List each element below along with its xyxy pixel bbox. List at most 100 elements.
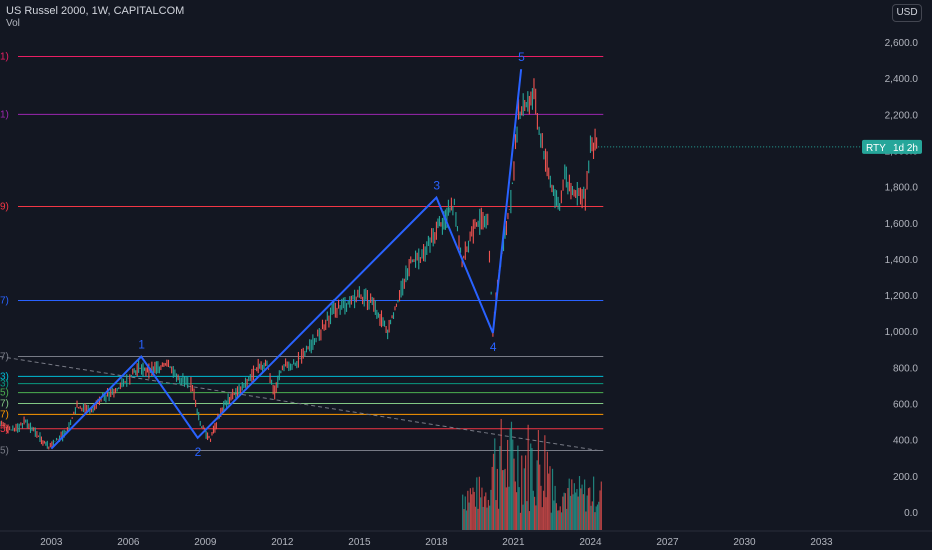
volume-bar bbox=[540, 485, 542, 530]
volume-bar bbox=[482, 506, 484, 530]
last-price-badge-bg bbox=[862, 139, 922, 154]
x-tick-label: 2018 bbox=[425, 537, 448, 548]
volume-bar bbox=[536, 460, 538, 530]
fib-level-label: 3) bbox=[0, 371, 9, 382]
volume-bar bbox=[510, 421, 513, 530]
volume-bar bbox=[532, 490, 534, 530]
y-tick-label: 800.0 bbox=[893, 363, 918, 374]
volume-bar bbox=[530, 443, 532, 530]
volume-bar bbox=[499, 446, 501, 530]
volume-bar bbox=[550, 512, 552, 530]
volume-bar bbox=[478, 476, 480, 530]
volume-bars bbox=[462, 418, 602, 530]
volume-bar bbox=[593, 476, 595, 530]
volume-bar bbox=[585, 511, 587, 530]
volume-bar bbox=[487, 499, 489, 530]
volume-bar bbox=[527, 424, 529, 530]
volume-bar bbox=[575, 492, 577, 530]
y-tick-label: 1,600.0 bbox=[885, 219, 919, 230]
y-tick-label: 2,400.0 bbox=[885, 74, 919, 85]
volume-bar bbox=[594, 512, 596, 530]
volume-bar bbox=[496, 468, 498, 530]
x-tick-label: 2030 bbox=[733, 537, 756, 548]
wave-label: 2 bbox=[195, 445, 202, 459]
volume-bar bbox=[577, 496, 579, 530]
currency-button[interactable]: USD bbox=[892, 4, 922, 22]
volume-bar bbox=[566, 508, 568, 530]
volume-bar bbox=[489, 505, 491, 530]
volume-bar bbox=[517, 445, 519, 530]
x-tick-label: 2015 bbox=[348, 537, 371, 548]
volume-bar bbox=[513, 458, 515, 530]
x-tick-label: 2009 bbox=[194, 537, 217, 548]
volume-bar bbox=[477, 508, 479, 530]
volume-bar bbox=[531, 448, 533, 530]
volume-bar bbox=[494, 438, 496, 530]
volume-bar bbox=[586, 495, 588, 530]
volume-bar bbox=[589, 487, 591, 530]
volume-bar bbox=[467, 490, 469, 530]
volume-bar bbox=[501, 470, 504, 530]
volume-bar bbox=[507, 439, 509, 530]
trendline bbox=[0, 356, 599, 451]
fib-level-label: 5) bbox=[0, 424, 9, 435]
fib-levels: 1)1)9)7)7)3)3)5)7)7)5)5) bbox=[0, 52, 604, 456]
volume-bar bbox=[473, 491, 475, 530]
volume-bar bbox=[562, 496, 564, 530]
volume-bar bbox=[472, 487, 474, 530]
wave-label: 5 bbox=[518, 50, 525, 64]
volume-bar bbox=[600, 481, 602, 530]
fib-level-label: 3) bbox=[0, 379, 9, 390]
volume-bar bbox=[564, 493, 566, 530]
volume-bar bbox=[557, 510, 559, 530]
fib-level-label: 7) bbox=[0, 409, 9, 420]
volume-bar bbox=[486, 507, 488, 530]
x-tick-label: 2033 bbox=[810, 537, 833, 548]
y-tick-label: 1,200.0 bbox=[885, 291, 919, 302]
volume-bar bbox=[549, 466, 551, 530]
volume-bar bbox=[481, 487, 483, 530]
volume-bar bbox=[516, 492, 518, 530]
volume-bar bbox=[548, 473, 550, 530]
volume-bar bbox=[563, 492, 565, 530]
volume-bar bbox=[514, 481, 516, 530]
fib-level-label: 1) bbox=[0, 52, 9, 63]
volume-bar bbox=[572, 494, 574, 530]
volume-bar bbox=[523, 468, 525, 530]
x-tick-label: 2024 bbox=[579, 537, 602, 548]
y-tick-label: 0.0 bbox=[904, 508, 918, 519]
volume-bar bbox=[542, 490, 545, 530]
volume-bar bbox=[524, 455, 527, 530]
volume-bar bbox=[509, 428, 511, 530]
volume-bar bbox=[533, 496, 536, 530]
volume-bar bbox=[522, 504, 524, 530]
y-tick-label: 2,200.0 bbox=[885, 110, 919, 121]
volume-bar bbox=[590, 505, 592, 530]
volume-bar bbox=[521, 455, 523, 530]
volume-bar bbox=[526, 501, 528, 530]
volume-bar bbox=[476, 477, 478, 530]
y-tick-label: 1,000.0 bbox=[885, 327, 919, 338]
volume-bar bbox=[595, 506, 597, 530]
fib-level-label: 7) bbox=[0, 295, 9, 306]
x-axis: 2003 2006 2009 2012 2015 2018 2021 2024 2027 2030… bbox=[0, 530, 932, 548]
volume-bar bbox=[581, 484, 583, 530]
volume-bar bbox=[535, 505, 537, 530]
x-tick-label: 2012 bbox=[271, 537, 294, 548]
volume-bar bbox=[569, 495, 572, 530]
volume-bar bbox=[519, 512, 522, 530]
fib-level-label: 1) bbox=[0, 109, 9, 120]
volume-bar bbox=[505, 487, 507, 530]
y-tick-label: 400.0 bbox=[893, 436, 918, 447]
volume-bar bbox=[500, 418, 502, 530]
volume-bar bbox=[492, 453, 495, 530]
volume-bar bbox=[465, 510, 468, 530]
volume-bar bbox=[580, 488, 582, 530]
volume-bar bbox=[462, 494, 464, 530]
volume-bar bbox=[518, 487, 520, 530]
volume-bar bbox=[468, 502, 470, 530]
volume-bar bbox=[537, 430, 540, 530]
volume-bar bbox=[498, 508, 500, 530]
y-tick-label: 2,600.0 bbox=[885, 38, 919, 49]
